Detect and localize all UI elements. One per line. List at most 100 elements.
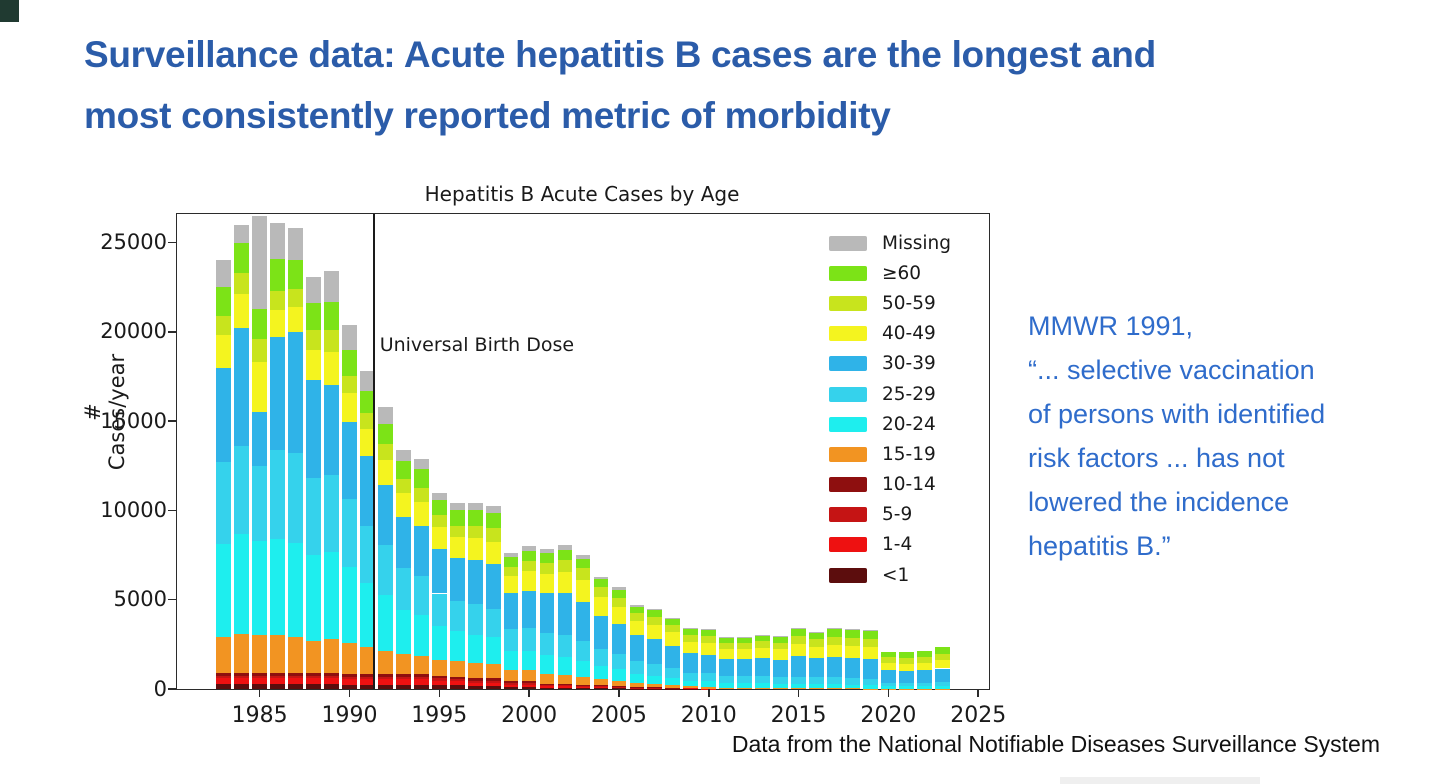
- legend-label: 5-9: [882, 504, 913, 526]
- bar-1986-seg-50-59: [270, 290, 285, 311]
- bar-1994-seg-1-4: [413, 679, 429, 685]
- bar-1985-seg-30-39: [252, 412, 267, 466]
- bar-1997-seg-20-24: [467, 634, 483, 664]
- bar-2017-seg-25-29: [827, 677, 842, 685]
- bar-2011-seg-50-59: [719, 643, 735, 650]
- bar-2012-seg-15-19: [737, 687, 753, 689]
- bar-1995-seg-25-29: [431, 593, 447, 626]
- bar-1985-seg-1-4: [252, 678, 267, 684]
- bar-2003-seg-25-29: [575, 640, 591, 662]
- bar-2014-seg-20-24: [773, 684, 788, 689]
- bar-2012-seg-≥60: [737, 637, 753, 644]
- bar-1984-seg-20-24: [234, 533, 250, 634]
- bar-2009-seg-40-49: [683, 641, 699, 654]
- legend-row: 30-39: [829, 349, 951, 379]
- bar-2004-seg-20-24: [593, 665, 609, 680]
- corner-accent: [0, 0, 19, 22]
- bar-1992-seg-25-29: [378, 545, 393, 596]
- x-tick-mark: [528, 689, 530, 697]
- x-tick-label: 2025: [950, 703, 1007, 728]
- bar-2006-seg-20-24: [629, 673, 645, 683]
- x-tick-label: 2000: [501, 703, 558, 728]
- bar-1983-seg-25-29: [216, 462, 232, 545]
- bar-2022-seg-20-24: [916, 686, 932, 689]
- bar-1990-seg-50-59: [342, 375, 357, 394]
- x-tick-mark: [887, 689, 890, 697]
- bar-2006-seg-Missing: [629, 605, 645, 607]
- bar-2010-seg-15-19: [701, 686, 717, 689]
- bar-2001-seg-5-9: [539, 685, 555, 687]
- bar-2005-seg-20-24: [611, 669, 627, 681]
- bar-2005-seg-<1: [611, 688, 627, 689]
- bar-1993-seg-25-29: [395, 568, 411, 610]
- bar-1998-seg-10-14: [485, 678, 501, 681]
- bar-2011-seg-40-49: [719, 649, 735, 660]
- bar-2002-seg-30-39: [557, 593, 573, 635]
- bar-1985-seg-40-49: [252, 362, 267, 413]
- y-tick-label: 20000: [100, 319, 167, 344]
- bar-1989-seg-1-4: [324, 678, 339, 684]
- bar-2022-seg-40-49: [916, 662, 932, 671]
- bar-1997-seg-25-29: [467, 604, 483, 635]
- bar-2016-seg-≥60: [809, 632, 824, 640]
- bar-1986-seg-<1: [270, 683, 285, 689]
- bar-1988-seg-1-4: [306, 678, 321, 684]
- universal-birth-dose-label: Universal Birth Dose: [379, 334, 575, 356]
- bar-1998-seg-15-19: [485, 664, 501, 679]
- legend-row: Missing: [829, 228, 951, 258]
- slide-title: Surveillance data: Acute hepatitis B cas…: [84, 24, 1424, 146]
- bar-2008-seg-15-19: [665, 685, 681, 688]
- bar-1995-seg-40-49: [431, 527, 447, 549]
- bar-2008-seg-25-29: [665, 668, 681, 678]
- bar-2008-seg-20-24: [665, 677, 681, 685]
- bar-2012-seg-25-29: [737, 676, 753, 684]
- bar-1992-seg-5-9: [378, 676, 393, 680]
- bar-2014-seg-40-49: [773, 649, 788, 660]
- bar-1985-seg-50-59: [252, 339, 267, 363]
- bar-1994-seg-20-24: [413, 614, 429, 656]
- bar-1997-seg-1-4: [467, 682, 483, 687]
- legend-row: 40-49: [829, 319, 951, 349]
- bar-2002-seg-5-9: [557, 685, 573, 687]
- x-tick-label: 1990: [321, 703, 378, 728]
- bar-1984-seg-1-4: [234, 678, 250, 684]
- bar-1998-seg-30-39: [485, 564, 501, 609]
- bar-1983-seg-20-24: [216, 544, 232, 638]
- bar-2013-seg-30-39: [755, 658, 770, 677]
- bar-1991-seg-15-19: [360, 647, 375, 674]
- bar-1993-seg-15-19: [395, 654, 411, 674]
- bar-2003-seg-Missing: [575, 555, 591, 559]
- bar-1996-seg-50-59: [449, 525, 465, 538]
- bar-2015-seg-50-59: [791, 636, 806, 645]
- bar-1986-seg-30-39: [270, 337, 285, 450]
- bar-2005-seg-≥60: [611, 589, 627, 598]
- bar-1990-seg-10-14: [342, 673, 357, 677]
- bar-2003-seg-10-14: [575, 685, 591, 687]
- bar-1984-seg-5-9: [234, 675, 250, 679]
- x-tick-mark: [708, 689, 710, 697]
- legend-label: 15-19: [882, 443, 936, 465]
- bar-2010-seg-25-29: [701, 673, 717, 682]
- bar-1989-seg-15-19: [324, 639, 339, 673]
- legend-row: 25-29: [829, 379, 951, 409]
- bar-2016-seg-25-29: [809, 677, 824, 685]
- bar-1988-seg-10-14: [306, 672, 321, 676]
- bar-1999-seg-5-9: [503, 682, 519, 685]
- bar-2019-seg-50-59: [863, 638, 878, 648]
- bar-2014-seg-15-19: [773, 688, 788, 689]
- bar-1989-seg-20-24: [324, 551, 339, 639]
- legend-label: ≥60: [882, 262, 922, 284]
- bar-2010-seg-40-49: [701, 643, 717, 655]
- bar-2003-seg-50-59: [575, 568, 591, 581]
- bar-2009-seg-20-24: [683, 680, 699, 687]
- bar-2010-seg-20-24: [701, 681, 717, 687]
- bar-2023-seg-50-59: [934, 654, 950, 661]
- bar-2005-seg-1-4: [611, 687, 627, 689]
- y-tick-mark: [168, 509, 176, 512]
- bar-1998-seg-1-4: [485, 682, 501, 687]
- bar-2008-seg-Missing: [665, 617, 681, 619]
- bar-1991-seg-20-24: [360, 582, 375, 648]
- bar-1991-seg-5-9: [360, 676, 375, 680]
- bar-2001-seg-≥60: [539, 553, 555, 564]
- quote-line: of persons with identified: [1028, 399, 1326, 429]
